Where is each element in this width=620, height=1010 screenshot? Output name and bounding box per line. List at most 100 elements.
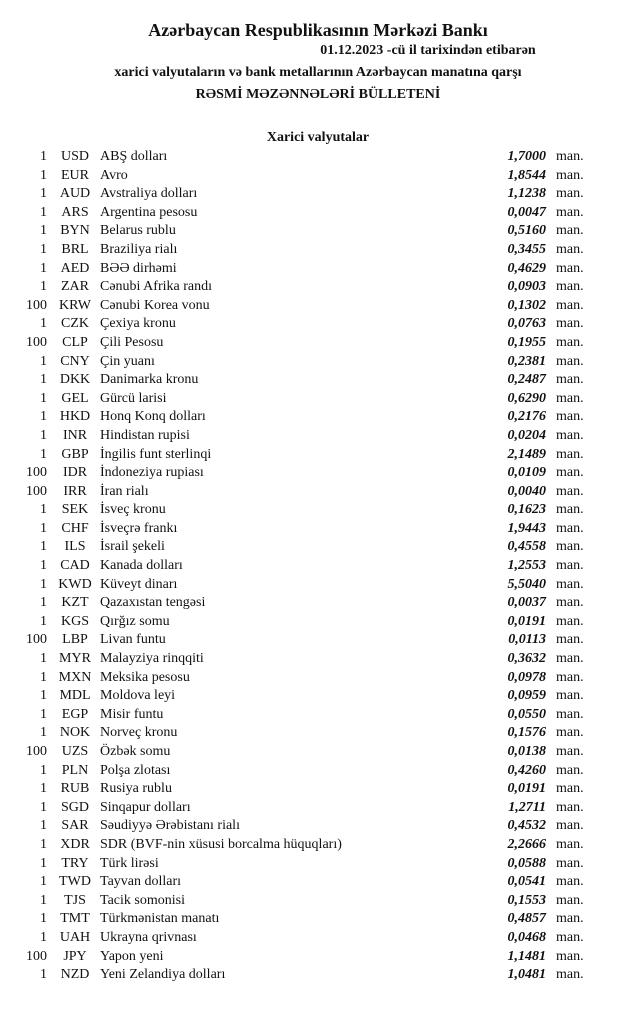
currency-name: Küveyt dinarı xyxy=(100,576,178,592)
rate-value: 0,0191 xyxy=(507,781,547,797)
nominal: 100 xyxy=(26,465,47,481)
nominal: 100 xyxy=(26,632,47,648)
rate-value: 0,1302 xyxy=(507,297,547,313)
rate-row: 1 KZT Qazaxıstan tengəsi 0,0037 man. xyxy=(0,594,620,613)
nominal: 1 xyxy=(40,818,47,834)
nominal: 1 xyxy=(40,279,47,295)
rate-row: 1 AED BƏƏ dirhəmi 0,4629 man. xyxy=(0,260,620,279)
nominal: 1 xyxy=(40,241,47,257)
rate-value: 0,0903 xyxy=(507,279,547,295)
currency-name: Türkmənistan manatı xyxy=(100,911,220,927)
currency-name: Belarus rublu xyxy=(100,223,176,239)
rate-value: 0,3632 xyxy=(507,651,547,667)
rate-row: 1 BYN Belarus rublu 0,5160 man. xyxy=(0,222,620,241)
document-subtitle: xarici valyutaların və bank metallarının… xyxy=(114,65,522,80)
currency-code: AED xyxy=(60,260,90,276)
nominal: 1 xyxy=(40,855,47,871)
unit-label: man. xyxy=(556,167,584,183)
rate-row: 1 DKK Danimarka kronu 0,2487 man. xyxy=(0,371,620,390)
rate-value: 0,0468 xyxy=(507,929,547,945)
nominal: 100 xyxy=(26,744,47,759)
rate-value: 0,4532 xyxy=(507,818,547,834)
rate-row: 1 NZD Yeni Zelandiya dolları 1,0481 man. xyxy=(0,966,620,985)
unit-label: man. xyxy=(556,725,584,741)
currency-code: MYR xyxy=(59,651,91,667)
unit-label: man. xyxy=(556,558,584,574)
nominal: 1 xyxy=(40,799,47,815)
unit-label: man. xyxy=(556,781,584,797)
rate-row: 1 EGP Misir funtu 0,0550 man. xyxy=(0,706,620,725)
currency-name: Argentina pesosu xyxy=(100,204,198,220)
rate-value: 0,0037 xyxy=(507,595,547,611)
rate-row: 1 ZAR Cənubi Afrika randı 0,0903 man. xyxy=(0,278,620,297)
unit-label: man. xyxy=(556,241,584,257)
unit-label: man. xyxy=(556,465,584,481)
currency-name: Ukrayna qrivnası xyxy=(100,929,197,945)
rate-value: 0,0191 xyxy=(507,613,547,629)
unit-label: man. xyxy=(556,836,584,852)
unit-label: man. xyxy=(556,502,584,518)
rate-value: 0,3455 xyxy=(507,241,547,257)
unit-label: man. xyxy=(556,353,584,369)
unit-label: man. xyxy=(556,651,584,667)
nominal: 100 xyxy=(26,948,47,964)
rate-value: 0,0550 xyxy=(507,706,547,722)
section-title: Xarici valyutalar xyxy=(266,130,370,145)
rate-row: 1 TWD Tayvan dolları 0,0541 man. xyxy=(0,873,620,892)
currency-code: RUB xyxy=(60,781,90,797)
unit-label: man. xyxy=(556,576,584,592)
unit-label: man. xyxy=(556,911,584,927)
rate-value: 1,2711 xyxy=(508,799,546,815)
rate-value: 1,7000 xyxy=(507,149,547,164)
unit-label: man. xyxy=(556,334,584,350)
rate-row: 100 JPY Yapon yeni 1,1481 man. xyxy=(0,948,620,967)
rate-value: 1,0481 xyxy=(507,967,547,983)
currency-code: TWD xyxy=(59,874,91,890)
currency-code: CZK xyxy=(61,316,89,332)
nominal: 1 xyxy=(40,427,47,443)
effective-date-line: 01.12.2023 -cü il tarixindən etibarən xyxy=(320,43,536,58)
currency-code: GEL xyxy=(61,390,89,406)
unit-label: man. xyxy=(556,279,584,295)
currency-name: Moldova leyi xyxy=(100,688,176,704)
unit-label: man. xyxy=(556,762,584,778)
unit-label: man. xyxy=(556,260,584,276)
unit-label: man. xyxy=(556,446,584,462)
rate-row: 1 MDL Moldova leyi 0,0959 man. xyxy=(0,687,620,706)
nominal: 1 xyxy=(40,186,47,202)
currency-name: Norveç kronu xyxy=(100,725,178,741)
unit-label: man. xyxy=(556,892,584,908)
rate-row: 100 KRW Cənubi Korea vonu 0,1302 man. xyxy=(0,297,620,316)
rate-row: 1 INR Hindistan rupisi 0,0204 man. xyxy=(0,427,620,446)
rate-value: 0,0040 xyxy=(507,483,547,499)
currency-code: MXN xyxy=(58,669,92,685)
nominal: 1 xyxy=(40,316,47,332)
currency-name: ABŞ dolları xyxy=(100,149,168,164)
currency-code: ILS xyxy=(64,539,86,555)
currency-code: UZS xyxy=(61,744,89,759)
rate-row: 1 KGS Qırğız somu 0,0191 man. xyxy=(0,613,620,632)
nominal: 1 xyxy=(40,892,47,908)
nominal: 100 xyxy=(26,483,47,499)
unit-label: man. xyxy=(556,855,584,871)
currency-code: BRL xyxy=(61,241,89,257)
nominal: 1 xyxy=(40,149,47,164)
nominal: 1 xyxy=(40,725,47,741)
unit-label: man. xyxy=(556,297,584,313)
unit-label: man. xyxy=(556,948,584,964)
currency-name: SDR (BVF-nin xüsusi borcalma hüquqları) xyxy=(100,836,342,852)
currency-name: BƏƏ dirhəmi xyxy=(100,260,177,276)
rate-value: 0,2487 xyxy=(507,372,547,388)
nominal: 1 xyxy=(40,223,47,239)
nominal: 1 xyxy=(40,353,47,369)
currency-code: AUD xyxy=(59,186,91,202)
rate-row: 1 MXN Meksika pesosu 0,0978 man. xyxy=(0,669,620,688)
rate-row: 1 AUD Avstraliya dolları 1,1238 man. xyxy=(0,185,620,204)
nominal: 1 xyxy=(40,204,47,220)
rate-row: 1 SAR Səudiyyə Ərəbistanı rialı 0,4532 man. xyxy=(0,817,620,836)
rate-row: 1 PLN Polşa zlotası 0,4260 man. xyxy=(0,762,620,781)
currency-name: Tayvan dolları xyxy=(100,874,182,890)
currency-name: Qazaxıstan tengəsi xyxy=(100,595,206,611)
currency-code: KRW xyxy=(59,297,91,313)
rate-row: 1 GEL Gürcü larisi 0,6290 man. xyxy=(0,390,620,409)
